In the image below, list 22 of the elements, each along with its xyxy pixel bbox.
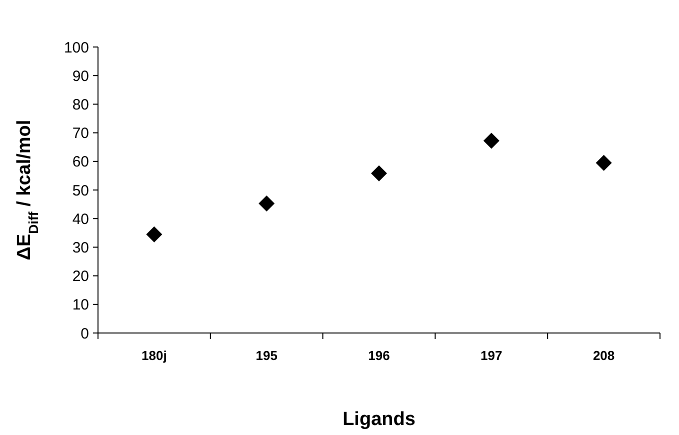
- y-tick-label: 90: [72, 68, 89, 85]
- x-tick-label: 208: [592, 348, 615, 363]
- point: [371, 165, 387, 182]
- y-tick-label: 10: [72, 296, 89, 314]
- x-tick-label: 196: [368, 348, 390, 363]
- y-tick-label: 50: [72, 182, 89, 200]
- point: [596, 154, 612, 171]
- y-tick-label: 30: [72, 239, 89, 256]
- y-tick-label: 70: [72, 125, 89, 142]
- y-tick-label: 100: [64, 39, 89, 56]
- x-tick-label: 197: [480, 348, 502, 363]
- y-tick-label: 40: [72, 210, 89, 228]
- point: [146, 226, 162, 242]
- point: [483, 132, 500, 149]
- y-tick-label: 60: [72, 154, 89, 171]
- point: [258, 195, 275, 212]
- y-tick-label: 20: [72, 268, 89, 286]
- y-tick-label: 0: [80, 325, 89, 342]
- x-axis-title: Ligands: [342, 409, 416, 430]
- x-tick-label: 195: [256, 348, 278, 363]
- x-tick-label: 180j: [142, 348, 167, 363]
- y-tick-label: 80: [72, 96, 89, 114]
